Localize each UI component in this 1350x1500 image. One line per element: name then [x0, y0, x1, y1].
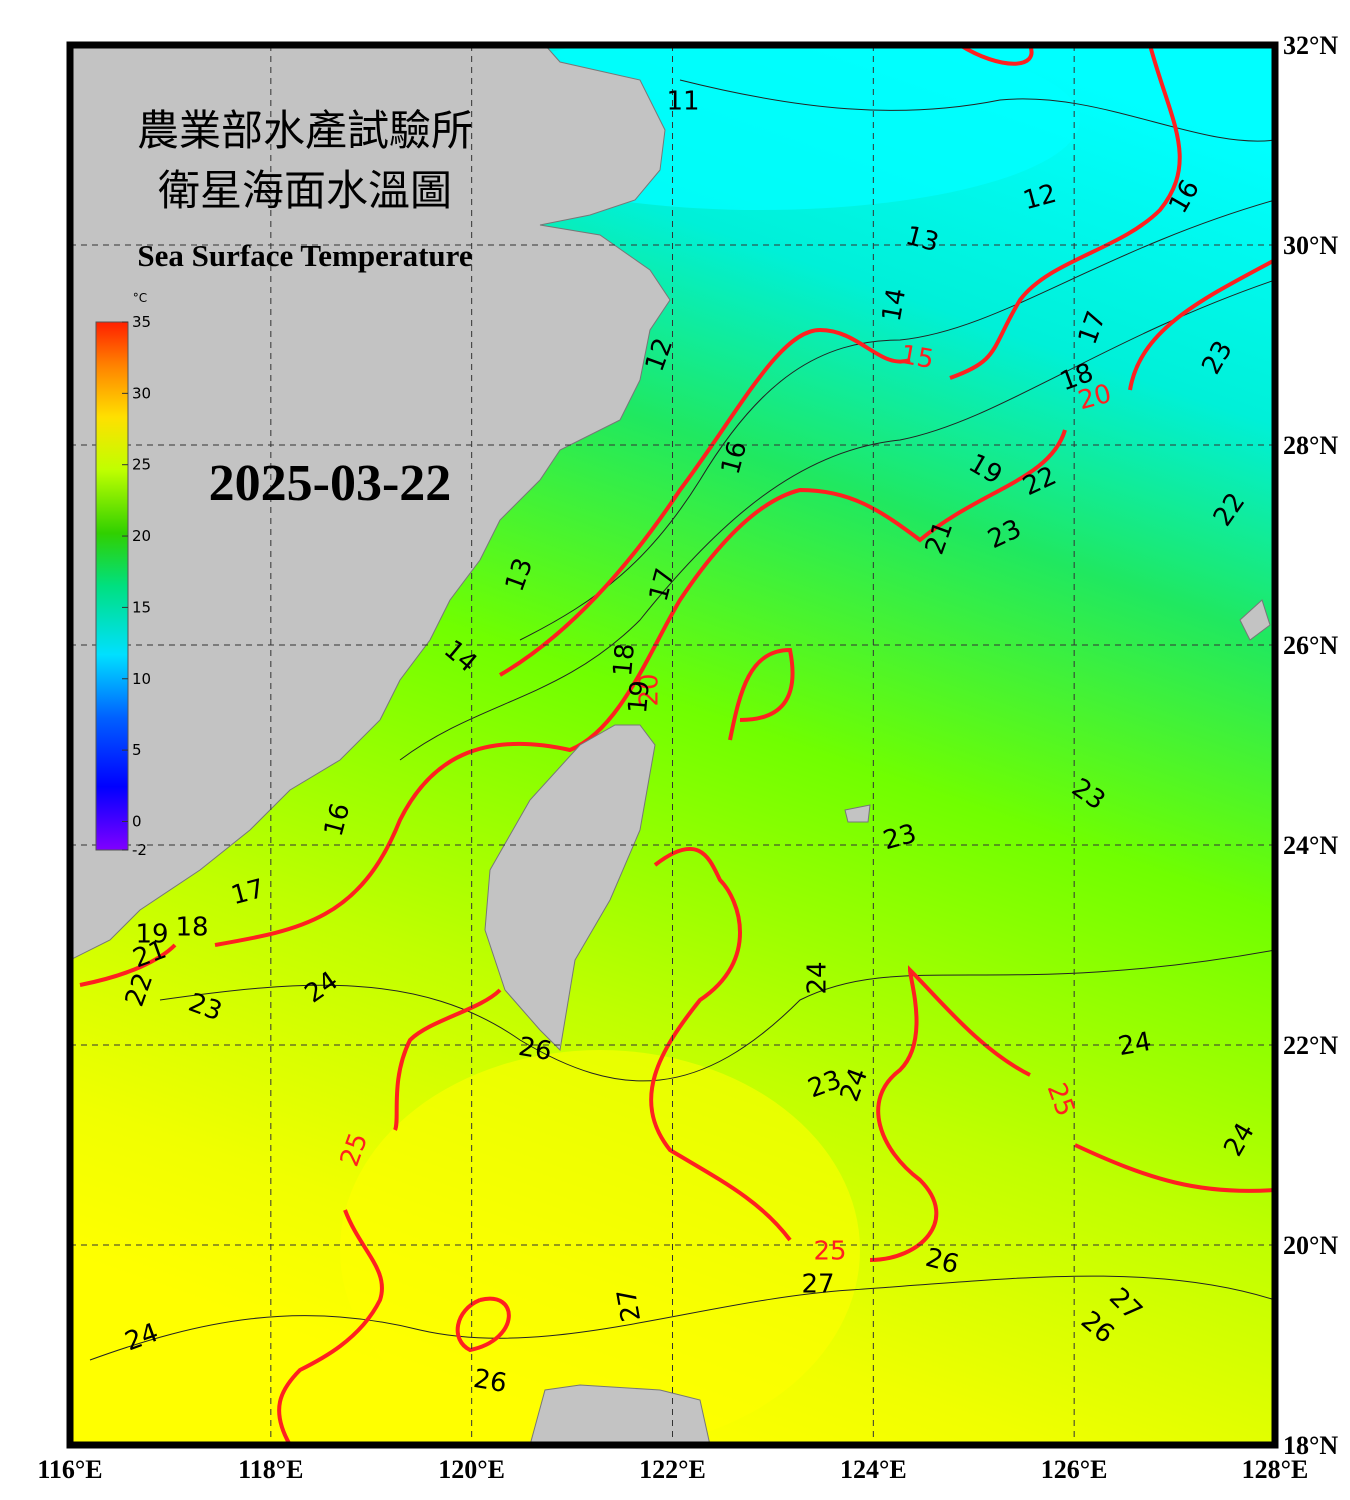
lat-label: 26°N [1283, 631, 1338, 660]
land [70, 45, 1271, 1445]
colorbar-tick-label: 30 [132, 384, 151, 402]
lon-label: 126°E [1041, 1455, 1108, 1484]
major-contours [79, 45, 1275, 1445]
title-zh-2: 衛星海面水溫圖 [158, 166, 452, 215]
warm-water [340, 1050, 860, 1445]
colorbar-tick-label: 15 [132, 598, 151, 616]
lat-label: 30°N [1283, 231, 1338, 260]
contour-label: 25 [813, 1237, 846, 1267]
lon-label: 124°E [840, 1455, 907, 1484]
contour-label: 26 [516, 1032, 554, 1067]
lat-label: 24°N [1283, 831, 1338, 860]
colorbar-tick-label: 5 [132, 741, 142, 759]
lon-label: 122°E [639, 1455, 706, 1484]
title-zh-1: 農業部水產試驗所 [137, 106, 473, 155]
contours [89, 79, 1275, 1361]
lon-label: 118°E [238, 1455, 303, 1484]
contour-label: 19 [623, 679, 656, 715]
contour-label: 26 [471, 1364, 509, 1399]
contour-label: 24 [803, 961, 833, 994]
date: 2025-03-22 [209, 455, 452, 512]
colorbar-tick-label: 0 [132, 812, 142, 830]
contour-label: 14 [877, 286, 912, 324]
contour-label: 27 [801, 1270, 834, 1300]
colorbar-tick-label: 25 [132, 456, 151, 474]
contour-label: 27 [612, 1286, 647, 1324]
colorbar-tick-label: 35 [132, 313, 151, 331]
colorbar-ticks: 35 30 25 20 15 10 5 0 -2 [122, 313, 151, 859]
colorbar-unit: °C [133, 291, 147, 305]
contour-label: 24 [1116, 1027, 1154, 1062]
contour-label: 11 [666, 87, 699, 117]
lat-label: 18°N [1283, 1431, 1338, 1460]
colorbar-tick-label: -2 [132, 841, 147, 859]
colorbar-tick-label: 20 [132, 527, 151, 545]
lon-label: 116°E [37, 1455, 102, 1484]
map-frame [66, 41, 1279, 1449]
title-en: Sea Surface Temperature [137, 238, 472, 273]
lon-label: 128°E [1242, 1455, 1309, 1484]
contour-label: 18 [608, 642, 641, 678]
contour-label: 19 [135, 920, 168, 950]
colorbar [95, 321, 129, 851]
lon-label: 120°E [438, 1455, 505, 1484]
lat-label: 28°N [1283, 431, 1338, 460]
contour-label: 18 [175, 913, 208, 943]
contour-label: 20 [635, 673, 665, 706]
lat-label: 20°N [1283, 1231, 1338, 1260]
contour-label: 15 [898, 340, 936, 375]
lat-label: 22°N [1283, 1031, 1338, 1060]
lat-label: 32°N [1283, 31, 1338, 60]
colorbar-tick-label: 10 [132, 670, 151, 688]
